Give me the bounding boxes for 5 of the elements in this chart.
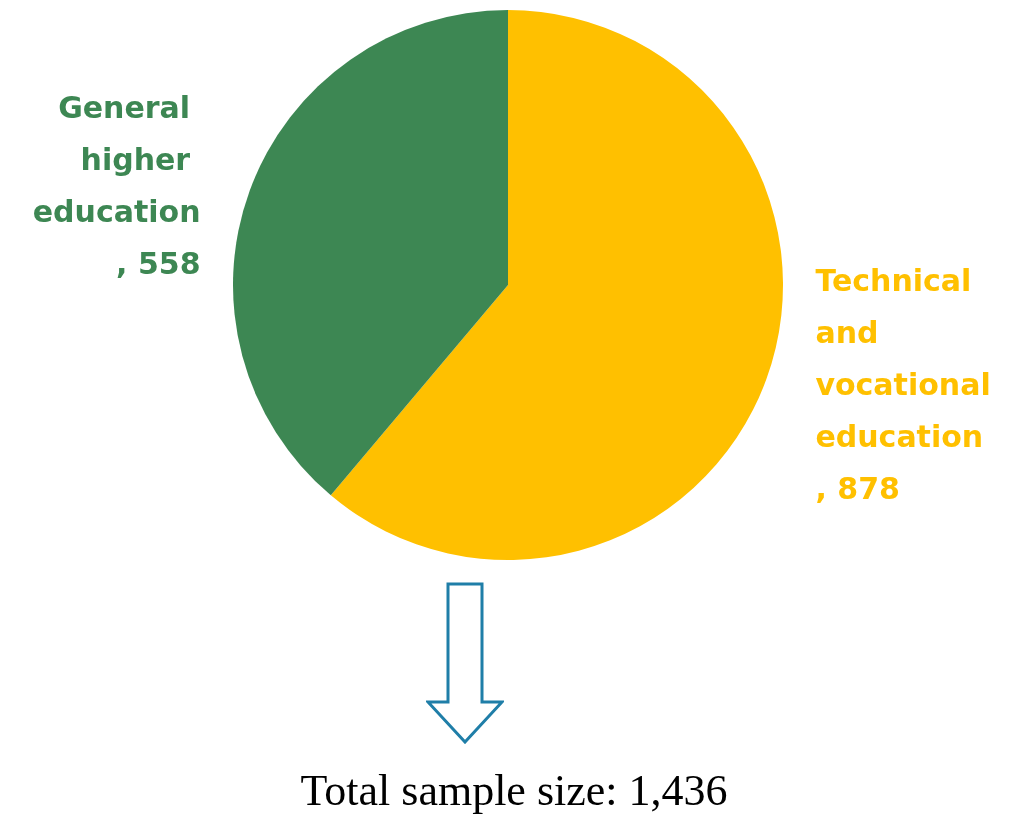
text: Total sample size: 1,436 (300, 765, 728, 815)
slice-label: Technical and vocational education (815, 262, 1002, 454)
data-label: , 878 (815, 470, 900, 506)
slice-label: General higher education (32, 90, 201, 230)
data-label: , 558 (116, 246, 201, 282)
